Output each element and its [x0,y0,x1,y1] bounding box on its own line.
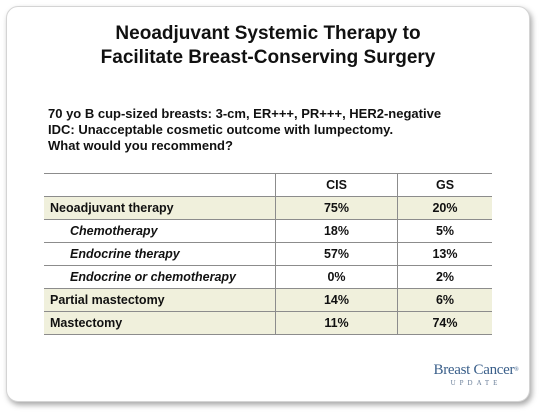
row-label: Neoadjuvant therapy [44,196,276,220]
case-question: 70 yo B cup-sized breasts: 3-cm, ER+++, … [48,106,441,154]
header-cell-cis: CIS [275,173,398,197]
row-gs-value: 6% [397,288,492,312]
header-cell-blank [44,173,276,197]
title-line-1: Neoadjuvant Systemic Therapy to [115,23,421,44]
table-row: Mastectomy 11% 74% [44,311,492,335]
table-row: Endocrine or chemotherapy 0% 2% [44,265,492,289]
question-line-3: What would you recommend? [48,138,233,153]
question-line-2: IDC: Unacceptable cosmetic outcome with … [48,122,394,137]
row-label: Partial mastectomy [44,288,276,312]
logo-sub-text: UPDATE [450,379,502,387]
row-cis-value: 57% [275,242,398,266]
results-table: CIS GS Neoadjuvant therapy 75% 20% Chemo… [44,173,492,335]
breast-cancer-update-logo: Breast Cancer® UPDATE [430,362,522,388]
row-cis-value: 0% [275,265,398,289]
table-row: Partial mastectomy 14% 6% [44,288,492,312]
title-line-2: Facilitate Breast-Conserving Surgery [100,47,436,68]
logo-main-text: Breast Cancer [433,362,515,378]
row-label: Mastectomy [44,311,276,335]
logo-registered-mark: ® [514,367,519,373]
slide-title: Neoadjuvant Systemic Therapy to Facilita… [7,22,529,70]
row-gs-value: 20% [397,196,492,220]
row-cis-value: 14% [275,288,398,312]
row-label: Endocrine therapy [44,242,276,266]
header-cell-gs: GS [397,173,492,197]
table-header-row: CIS GS [44,173,492,197]
row-label: Endocrine or chemotherapy [44,265,276,289]
question-line-1: 70 yo B cup-sized breasts: 3-cm, ER+++, … [48,106,442,121]
row-cis-value: 75% [275,196,398,220]
row-cis-value: 18% [275,219,398,243]
table-row: Neoadjuvant therapy 75% 20% [44,196,492,220]
row-gs-value: 2% [397,265,492,289]
table-row: Endocrine therapy 57% 13% [44,242,492,266]
row-gs-value: 5% [397,219,492,243]
row-gs-value: 13% [397,242,492,266]
row-cis-value: 11% [275,311,398,335]
row-gs-value: 74% [397,311,492,335]
slide: Neoadjuvant Systemic Therapy to Facilita… [6,6,530,402]
row-label: Chemotherapy [44,219,276,243]
table-row: Chemotherapy 18% 5% [44,219,492,243]
